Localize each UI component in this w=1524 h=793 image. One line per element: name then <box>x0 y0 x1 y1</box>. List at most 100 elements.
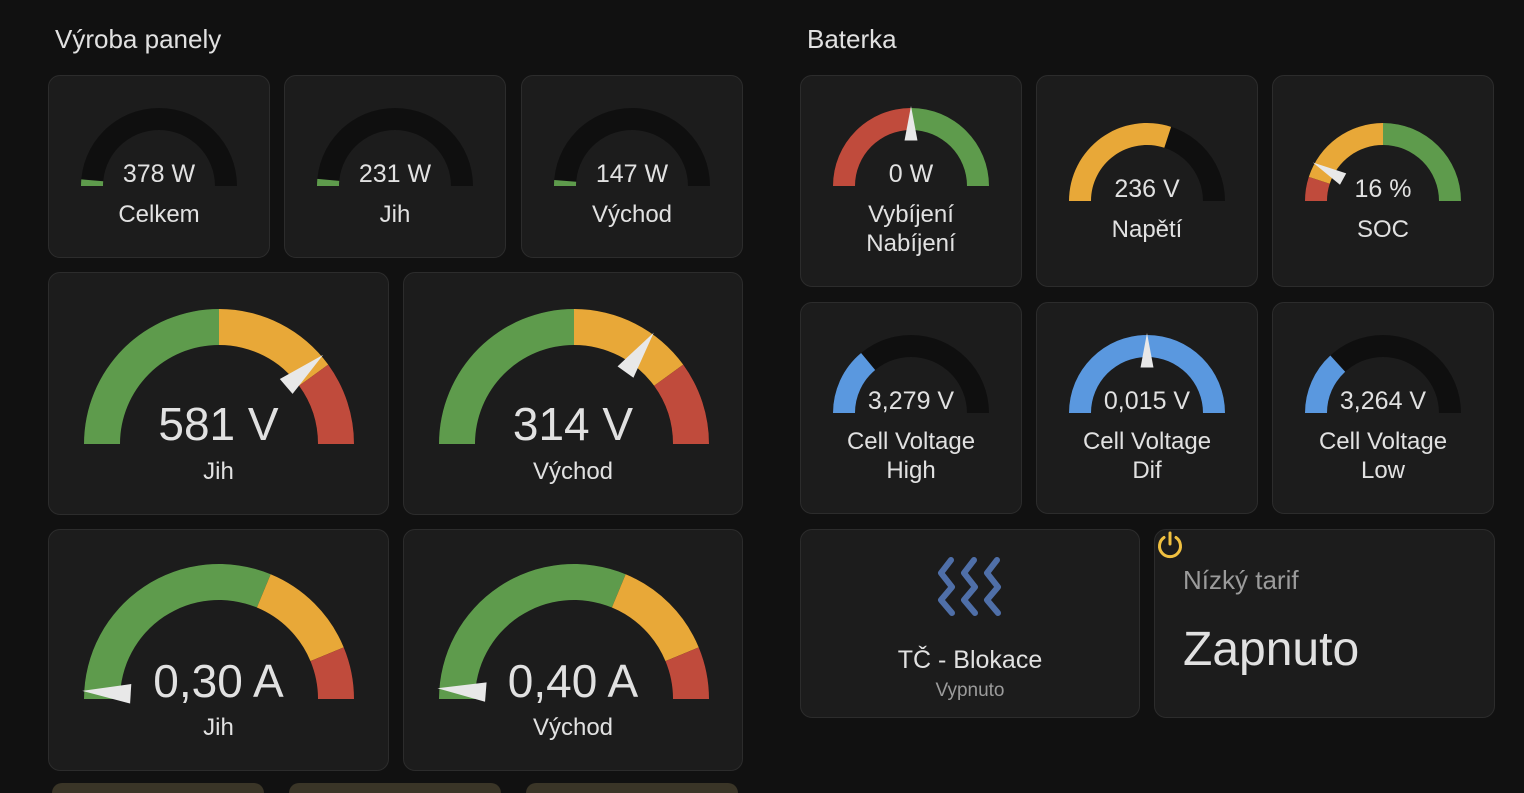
gauge-card-soc[interactable]: 16 % SOC <box>1272 75 1494 287</box>
gauge-arc <box>833 335 989 413</box>
gauge-needle <box>1312 162 1347 185</box>
gauge-card-jih-a[interactable]: 0,30 A Jih <box>48 529 389 771</box>
gauge-fill <box>1305 355 1346 413</box>
gauge-name-line: Cell Voltage <box>846 428 976 455</box>
gauge-value: 236 V <box>1114 175 1180 203</box>
gauge-fill <box>833 353 876 413</box>
gauge-card-cell-low[interactable]: 3,264 V Cell Voltage Low <box>1272 302 1494 514</box>
gauge-needle <box>1140 333 1154 368</box>
gauge-segment-yellow <box>219 309 329 386</box>
gauge-name-line: Nabíjení <box>866 230 956 257</box>
gauge-card-vychod-v[interactable]: 314 V Východ <box>403 272 743 515</box>
gauge-segment-red <box>310 647 354 699</box>
gauge-value: 0,40 A <box>507 655 639 707</box>
gauge-name-line: Východ <box>591 201 673 228</box>
gauge-card-cell-dif[interactable]: 0,015 V Cell Voltage Dif <box>1036 302 1258 514</box>
gauge-name-line: High <box>886 457 936 484</box>
gauge-card-napeti[interactable]: 236 V Napětí <box>1036 75 1258 287</box>
gauge-card-cell-high[interactable]: 3,279 V Cell Voltage High <box>800 302 1022 514</box>
gauge-needle <box>82 684 132 704</box>
gauge-card-celkem[interactable]: 378 W Celkem <box>48 75 270 258</box>
gauge-value: 314 V <box>512 398 634 450</box>
partial-card <box>526 783 738 793</box>
gauge-name: Jih <box>285 200 505 229</box>
partial-card <box>52 783 264 793</box>
gauge-card-jih-w[interactable]: 231 W Jih <box>284 75 506 258</box>
gauge-segment-green <box>439 564 626 699</box>
heat-wave-icon <box>938 557 1001 616</box>
gauge-name: Východ <box>404 457 742 486</box>
gauge-needle <box>279 354 324 394</box>
gauge-card-vychod-w[interactable]: 147 W Východ <box>521 75 743 258</box>
gauge-card-jih-v[interactable]: 581 V Jih <box>48 272 389 515</box>
gauge-track <box>554 108 710 186</box>
gauge-fill <box>554 180 577 186</box>
gauge-arc <box>439 309 709 444</box>
gauge-name: Napětí <box>1037 215 1257 244</box>
gauge-name: Jih <box>49 457 388 486</box>
gauge-segment-green <box>439 309 574 444</box>
gauge-card-vybijeni[interactable]: 0 W Vybíjení Nabíjení <box>800 75 1022 287</box>
gauge-arc <box>1069 122 1225 201</box>
gauge-segment-red <box>665 647 709 699</box>
gauge-segment-red <box>299 364 354 444</box>
gauge-name: Cell Voltage Low <box>1273 427 1493 485</box>
section-title-battery: Baterka <box>807 24 897 54</box>
gauge-name-line: Napětí <box>1111 216 1183 243</box>
gauge-track <box>317 108 473 186</box>
gauge-arc <box>84 309 354 444</box>
gauge-value: 0,015 V <box>1103 387 1191 415</box>
gauge-segment-blue <box>1069 335 1225 413</box>
gauge-arc <box>1069 333 1225 413</box>
gauge-name: Vybíjení Nabíjení <box>801 200 1021 258</box>
gauge-arc <box>317 108 473 186</box>
gauge-name: Jih <box>49 713 388 742</box>
gauge-name-line: Celkem <box>118 201 200 228</box>
gauge-fill <box>1069 122 1172 201</box>
tile-label: Nízký tarif <box>1183 565 1299 595</box>
gauge-segment-green <box>84 564 271 699</box>
gauge-segment-green <box>84 309 219 444</box>
gauge-value: 231 W <box>358 160 432 188</box>
gauge-name: SOC <box>1273 215 1493 244</box>
gauge-value: 3,279 V <box>867 387 955 415</box>
gauge-value: 581 V <box>158 398 279 450</box>
gauge-name: Cell Voltage Dif <box>1037 427 1257 485</box>
gauge-segment-red <box>654 364 709 444</box>
gauge-segment-red <box>833 108 911 186</box>
gauge-segment-green <box>911 108 989 186</box>
gauge-segment-green <box>1383 123 1461 201</box>
gauge-needle <box>437 682 487 702</box>
power-icon[interactable] <box>1155 530 1185 560</box>
gauge-segment-yellow <box>574 309 684 386</box>
gauge-name-line: Jih <box>379 201 411 228</box>
gauge-card-vychod-a[interactable]: 0,40 A Východ <box>403 529 743 771</box>
gauge-name-line: SOC <box>1356 216 1409 243</box>
tile-tc-blokace[interactable]: TČ - Blokace Vypnuto <box>800 529 1140 718</box>
gauge-name: Cell Voltage High <box>801 427 1021 485</box>
tile-state: Zapnuto <box>1183 623 1360 676</box>
gauge-name-line: Jih <box>203 714 234 741</box>
gauge-arc <box>81 108 237 186</box>
gauge-name-line: Dif <box>1132 457 1162 484</box>
tile-nizky-tarif[interactable]: Nízký tarif Zapnuto <box>1154 529 1495 718</box>
gauge-name-line: Východ <box>532 714 614 741</box>
gauge-name: Východ <box>404 713 742 742</box>
gauge-arc <box>1305 335 1461 413</box>
gauge-arc <box>554 108 710 186</box>
gauge-name-line: Vybíjení <box>868 201 954 228</box>
tile-name: TČ - Blokace <box>897 646 1043 674</box>
gauge-name-line: Jih <box>203 458 234 485</box>
gauge-name-line: Východ <box>532 458 614 485</box>
gauge-value: 16 % <box>1354 175 1412 203</box>
gauge-value: 378 W <box>122 160 196 188</box>
gauge-value: 0 W <box>888 160 934 188</box>
gauge-segment-red <box>1305 176 1330 201</box>
gauge-needle <box>617 332 654 378</box>
gauge-name: Východ <box>522 200 742 229</box>
gauge-fill <box>317 178 340 186</box>
gauge-arc <box>1305 123 1461 201</box>
tile-state: Vypnuto <box>935 680 1005 701</box>
section-title-panels: Výroba panely <box>55 24 222 54</box>
gauge-arc <box>82 564 354 704</box>
